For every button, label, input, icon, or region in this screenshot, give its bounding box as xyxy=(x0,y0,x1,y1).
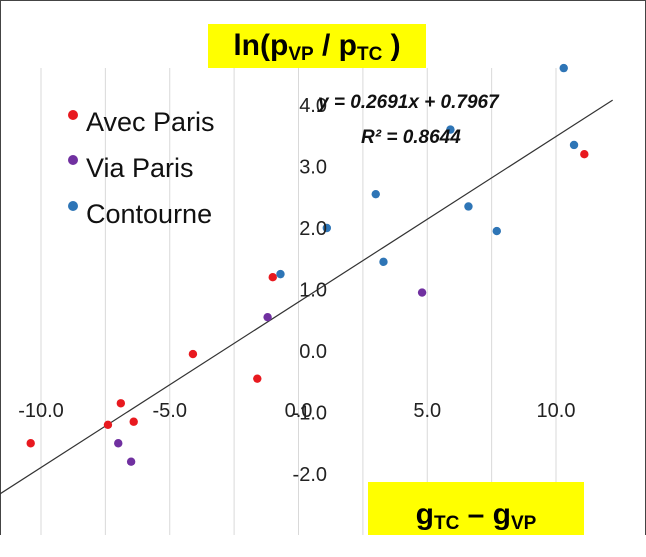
x-tick-label: 0.0 xyxy=(285,400,313,422)
trendline xyxy=(0,99,613,495)
point-contourne xyxy=(322,223,332,233)
x-tick-label: -10.0 xyxy=(18,400,64,422)
point-avec-paris xyxy=(268,273,277,282)
trendline-r-squared: R² = 0.8644 xyxy=(361,127,461,148)
y-tick-labels: -2.0-1.00.01.02.03.04.05.0 xyxy=(293,34,327,487)
point-via-paris xyxy=(114,439,123,448)
point-avec-paris xyxy=(580,150,589,159)
legend-label-avec-paris: Avec Paris xyxy=(86,107,215,137)
x-axis-title-g: g xyxy=(415,498,434,531)
point-contourne xyxy=(276,269,285,279)
point-avec-paris xyxy=(116,399,126,408)
y-axis-title-mid: / p xyxy=(313,29,358,62)
scatter-chart: -10.0 -5.0 0.0 5.0 10.0 -2.0-1.00.01.02.03.0… xyxy=(0,34,613,535)
legend-label-via-paris: Via Paris xyxy=(86,153,194,183)
point-contourne xyxy=(559,63,568,73)
point-contourne xyxy=(492,226,501,236)
point-via-paris xyxy=(417,288,427,297)
y-axis-title-sub-vp: VP xyxy=(288,44,314,65)
point-contourne xyxy=(569,140,579,150)
x-tick-label: -5.0 xyxy=(153,400,187,422)
y-tick-label: -2.0 xyxy=(293,464,327,486)
y-tick-label: 4.0 xyxy=(299,95,327,117)
point-avec-paris xyxy=(188,349,198,359)
trendline-path xyxy=(0,99,613,495)
data-points xyxy=(26,63,589,466)
x-axis-title-mid: – g xyxy=(459,498,511,531)
point-contourne xyxy=(464,202,473,211)
x-tick-labels: -10.0 -5.0 0.0 5.0 10.0 xyxy=(18,400,575,422)
y-axis-title-end: ) xyxy=(382,29,401,62)
x-tick-label: 10.0 xyxy=(537,400,576,422)
x-axis-title: gTC – gVP xyxy=(368,482,584,535)
y-tick-label: 3.0 xyxy=(299,157,327,179)
point-avec-paris xyxy=(26,439,35,448)
point-avec-paris xyxy=(103,420,113,429)
point-contourne xyxy=(446,125,455,134)
point-contourne xyxy=(379,257,388,267)
legend: Avec Paris Via Paris Contourne xyxy=(68,107,215,229)
point-via-paris xyxy=(126,457,136,466)
x-axis-title-sub-vp: VP xyxy=(510,513,537,534)
y-tick-label: -1.0 xyxy=(293,403,327,425)
legend-marker-avec-paris xyxy=(68,110,78,120)
legend-marker-contourne xyxy=(68,201,78,211)
point-avec-paris xyxy=(253,374,262,383)
y-tick-label: 1.0 xyxy=(299,280,327,302)
point-contourne xyxy=(371,189,380,199)
y-axis-title: ln(pVP / pTC ) xyxy=(208,24,426,68)
y-tick-label: 0.0 xyxy=(299,341,327,363)
y-axis-title-sub-tc: TC xyxy=(357,44,383,65)
legend-marker-via-paris xyxy=(68,155,78,165)
trendline-equation: y = 0.2691x + 0.7967 xyxy=(317,92,500,113)
point-via-paris xyxy=(263,312,272,322)
y-tick-label: 2.0 xyxy=(299,218,327,240)
point-avec-paris xyxy=(129,417,138,426)
x-tick-label: 5.0 xyxy=(413,400,441,422)
x-axis-title-sub-tc: TC xyxy=(433,513,460,534)
y-axis-title-base: ln(p xyxy=(233,29,289,62)
legend-label-contourne: Contourne xyxy=(86,199,212,229)
